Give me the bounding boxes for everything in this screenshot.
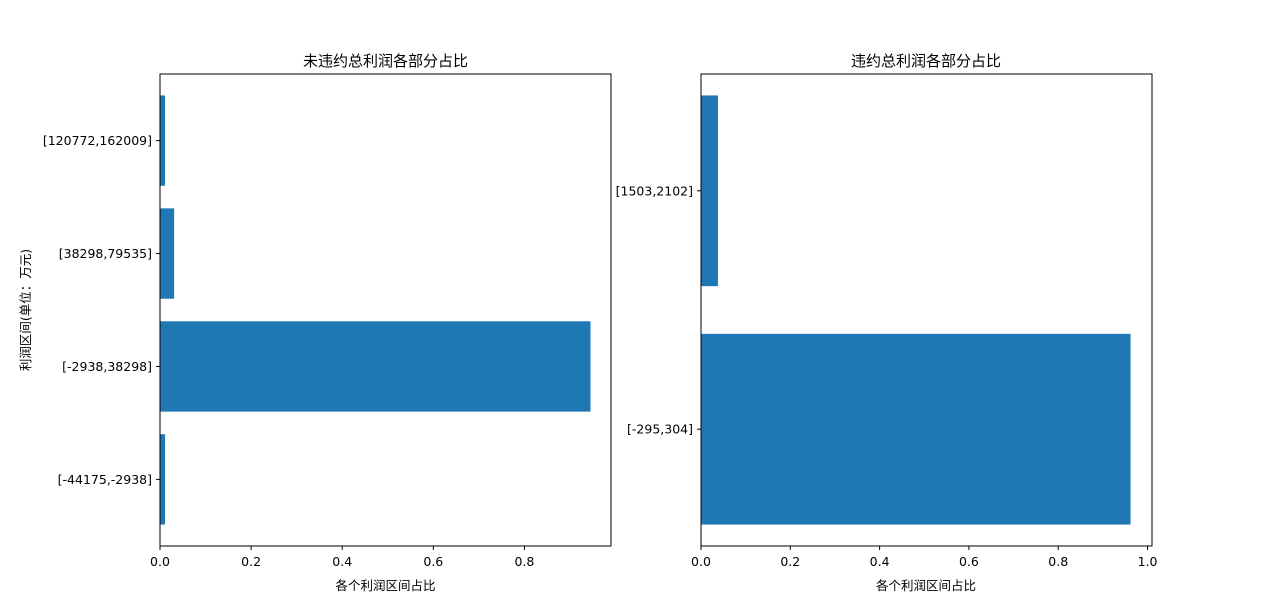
- y-tick-label: [-295,304]: [627, 422, 693, 437]
- x-tick-label: 0.2: [780, 554, 800, 569]
- x-tick-label: 0.0: [691, 554, 711, 569]
- chart-title: 违约总利润各部分占比: [851, 52, 1001, 70]
- bar-3: [160, 95, 166, 186]
- x-axis-ticks: 0.0 0.2 0.4 0.6 0.8: [150, 546, 534, 569]
- bar-1: [701, 95, 718, 287]
- chart-default-profit: 违约总利润各部分占比 0.0 0.2 0.4 0.6 0.8 1.0 [-295,304]…: [616, 52, 1158, 593]
- x-tick-label: 1.0: [1138, 554, 1158, 569]
- x-tick-label: 0.4: [332, 554, 352, 569]
- y-tick-label: [1503,2102]: [616, 183, 693, 198]
- y-tick-label: [-44175,-2938]: [58, 472, 152, 487]
- x-tick-label: 0.8: [1048, 554, 1068, 569]
- x-tick-label: 0.2: [241, 554, 261, 569]
- x-tick-label: 0.8: [514, 554, 534, 569]
- x-tick-label: 0.4: [870, 554, 890, 569]
- y-tick-label: [-2938,38298]: [62, 359, 152, 374]
- bar-0: [160, 434, 166, 525]
- plot-area-frame: [700, 73, 1153, 547]
- x-axis-label: 各个利润区间占比: [876, 578, 976, 593]
- y-tick-label: [38298,79535]: [59, 246, 152, 261]
- bars-group: [160, 95, 591, 525]
- x-tick-label: 0.6: [423, 554, 443, 569]
- x-tick-label: 0.0: [150, 554, 170, 569]
- y-axis-ticks: [-295,304] [1503,2102]: [616, 183, 701, 437]
- chart-title: 未违约总利润各部分占比: [303, 52, 468, 70]
- y-axis-ticks: [-44175,-2938] [-2938,38298] [38298,79535]…: [43, 133, 160, 487]
- bar-0: [701, 333, 1131, 525]
- x-axis-label: 各个利润区间占比: [335, 578, 435, 593]
- x-axis-ticks: 0.0 0.2 0.4 0.6 0.8 1.0: [691, 546, 1158, 569]
- bar-1: [160, 321, 591, 412]
- plot-area-frame: [159, 73, 612, 547]
- y-tick-label: [120772,162009]: [43, 133, 152, 148]
- y-axis-label: 利润区间(单位：万元): [18, 249, 33, 371]
- chart-non-default-profit: 未违约总利润各部分占比 0.0 0.2 0.4 0.6 0.8 [-44175,-293…: [18, 52, 612, 593]
- bars-group: [701, 95, 1131, 525]
- bar-2: [160, 208, 175, 299]
- x-tick-label: 0.6: [959, 554, 979, 569]
